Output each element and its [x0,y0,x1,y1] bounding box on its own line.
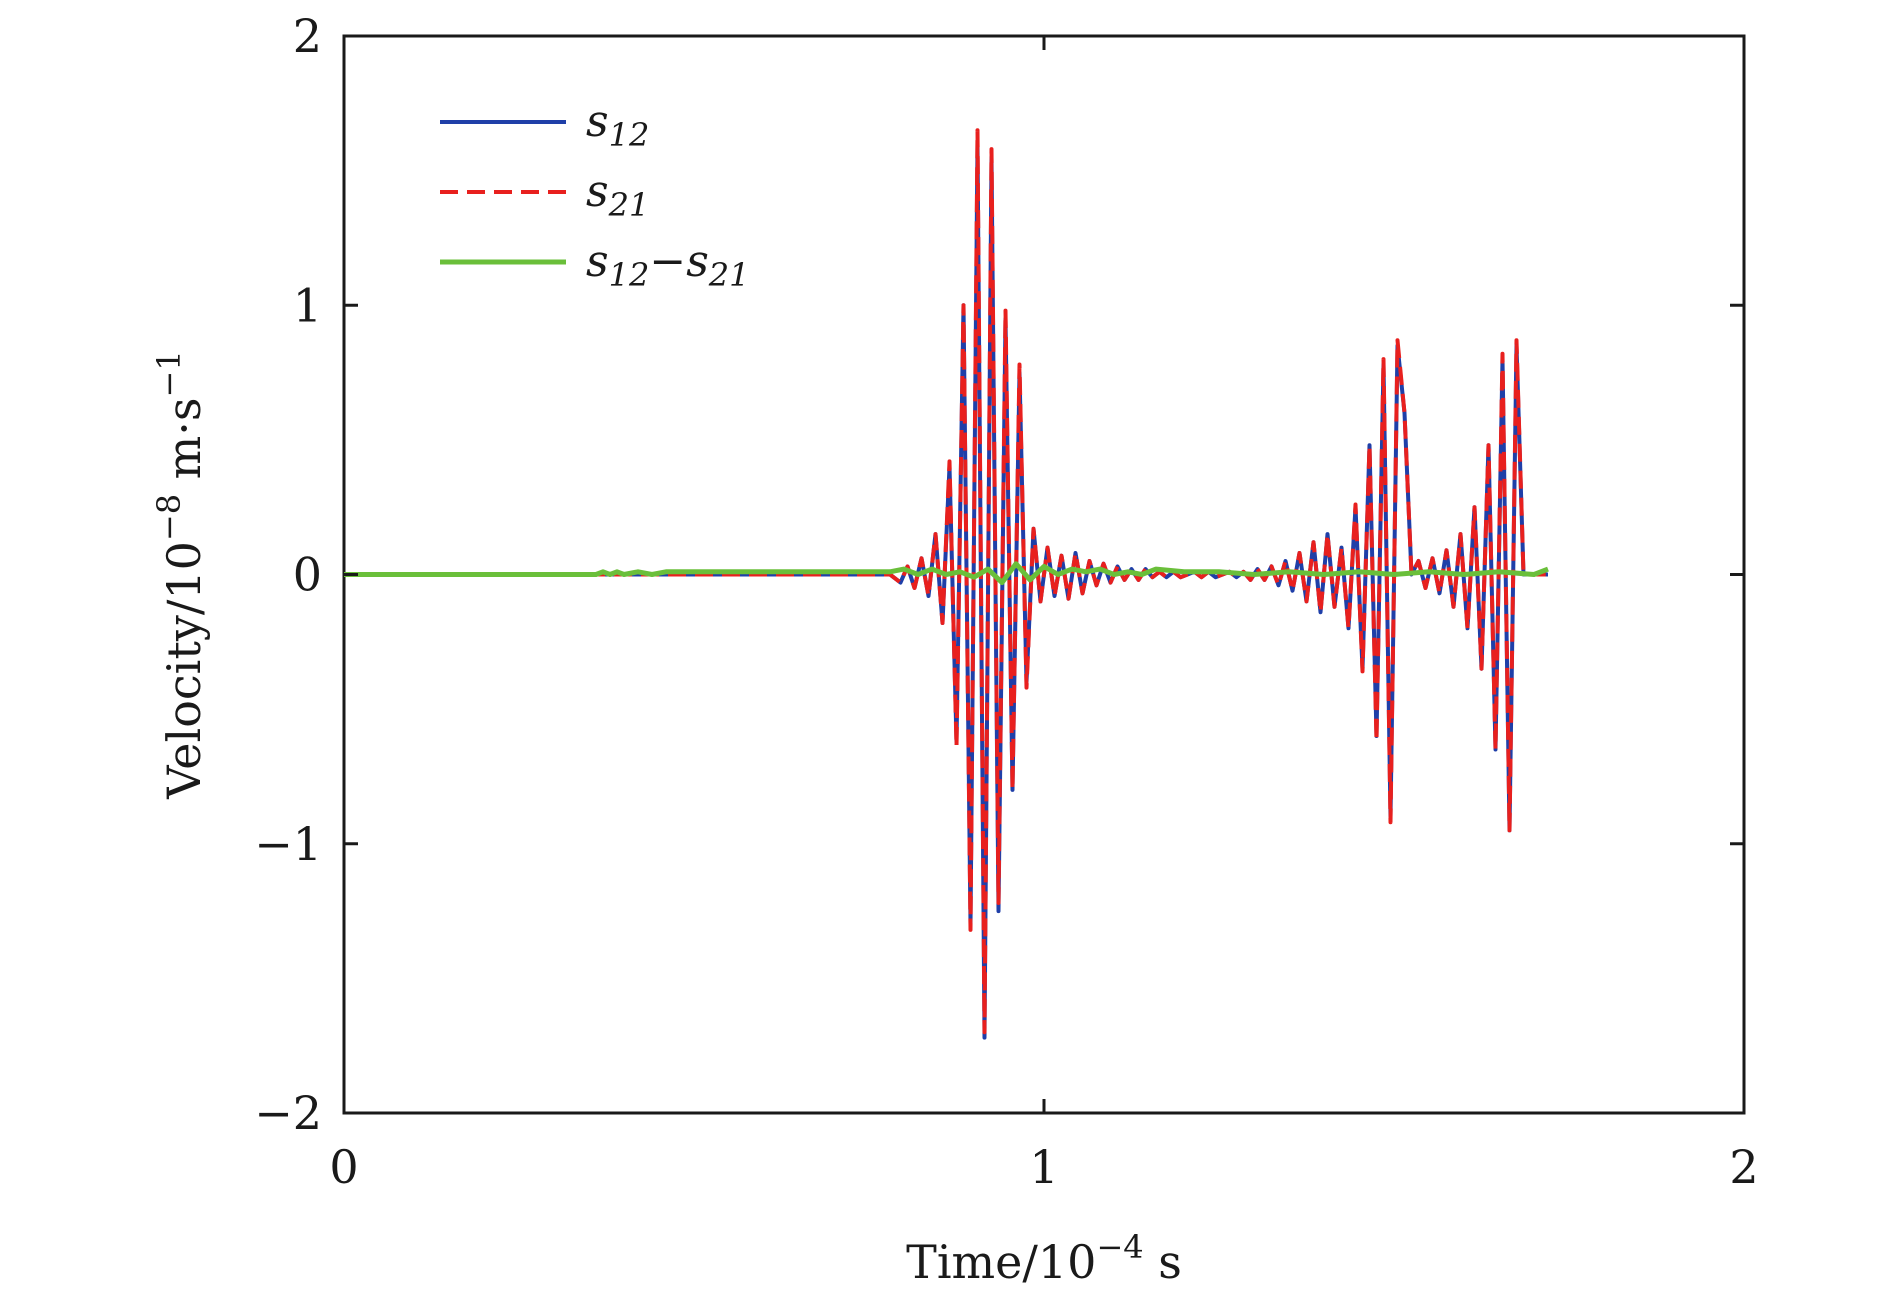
series-line-3 [344,561,1549,586]
series-line-2 [344,128,1548,1035]
axes: 0 1 2 −2 −1 0 1 2 Time/10−4 s Velocity/10−8 m·s−1 [150,9,1759,1289]
legend: s12 s21 s12−s21 [440,96,750,294]
x-axis-label: Time/10−4 s [906,1228,1182,1289]
x-tick-label: 2 [1729,1140,1758,1194]
x-tick-label: 0 [329,1140,358,1194]
y-tick-label: −2 [254,1086,322,1140]
series-line-1 [344,141,1548,1040]
legend-label-3: s12−s21 [586,236,750,294]
y-tick-label: −1 [254,817,322,871]
y-tick-label: 2 [293,9,322,63]
x-tick-label: 1 [1029,1140,1058,1194]
legend-label-1: s12 [586,96,649,154]
y-tick-label: 0 [293,548,322,602]
legend-label-2: s21 [586,166,649,224]
y-tick-label: 1 [293,278,322,332]
series-group [344,128,1549,1040]
y-axis-label: Velocity/10−8 m·s−1 [150,350,211,799]
